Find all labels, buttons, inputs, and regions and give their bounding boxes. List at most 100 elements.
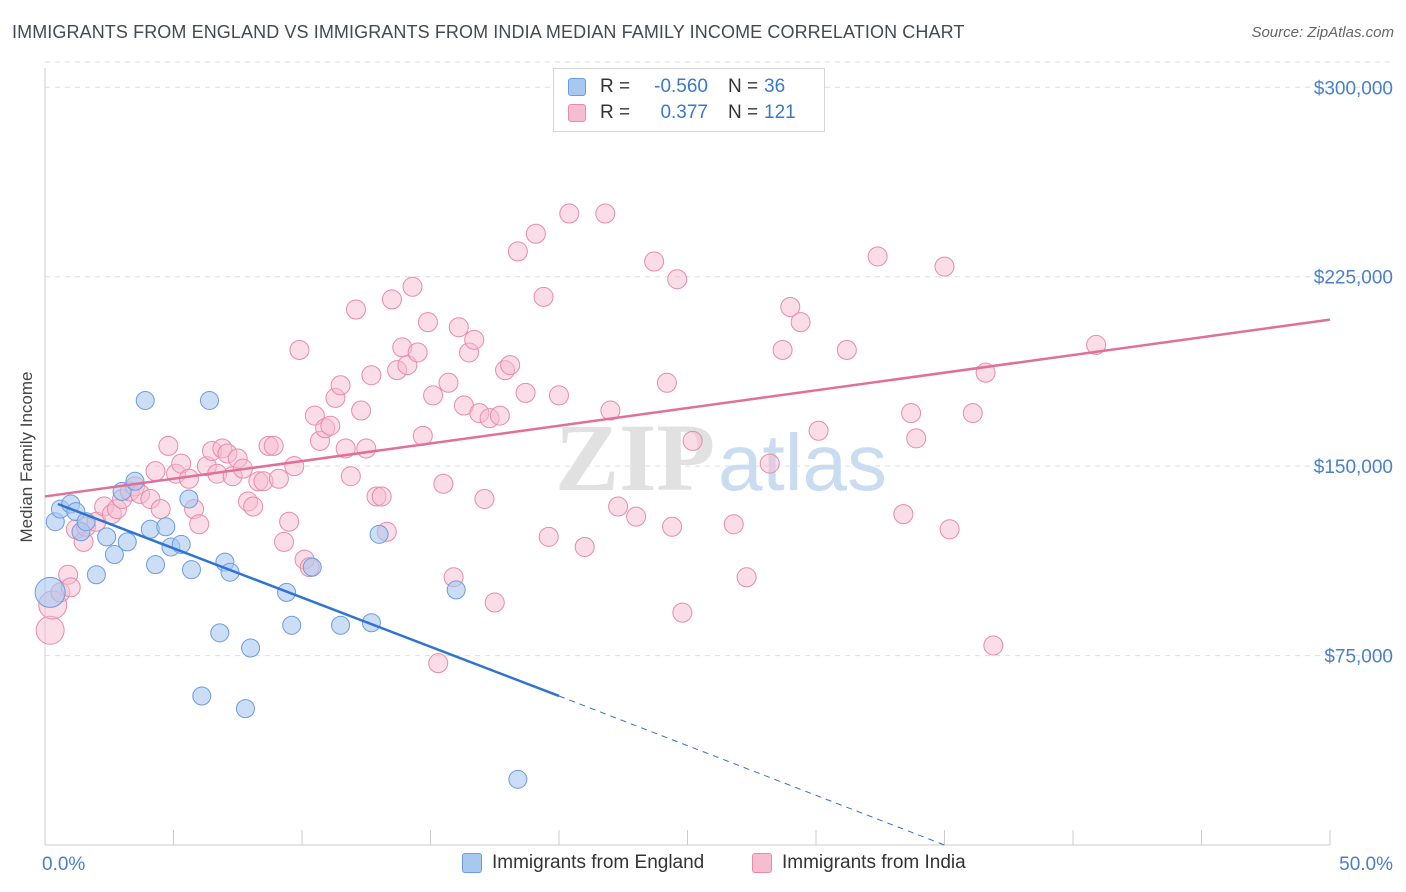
england-point-9 <box>104 545 124 565</box>
england-point-11 <box>117 532 137 552</box>
india-point-111 <box>867 246 888 267</box>
england-point-15 <box>146 555 166 575</box>
legend-row-england: R = -0.560 N = 36 <box>568 75 804 99</box>
england-point-22 <box>199 390 219 410</box>
watermark-zip: ZIP <box>555 404 715 511</box>
england-legend-label: Immigrants from England <box>492 852 705 873</box>
england-point-20 <box>181 560 201 580</box>
england-r-label: R = <box>600 76 631 97</box>
india-point-0 <box>35 615 65 645</box>
india-point-106 <box>772 339 793 360</box>
watermark-atlas: atlas <box>718 418 887 507</box>
series-legend: Immigrants from England Immigrants from … <box>0 852 1406 878</box>
india-point-108 <box>790 312 811 333</box>
india-point-85 <box>507 241 528 262</box>
india-point-116 <box>939 519 960 540</box>
england-point-12 <box>125 471 145 491</box>
india-legend-label: Immigrants from India <box>782 852 966 873</box>
india-point-91 <box>559 203 580 224</box>
england-regression-line <box>57 502 560 698</box>
india-point-69 <box>423 385 444 406</box>
india-points <box>35 203 1107 674</box>
india-point-17 <box>145 461 166 482</box>
england-point-32 <box>361 613 381 633</box>
england-point-27 <box>241 638 261 658</box>
source-label: Source: ZipAtlas.com <box>1251 24 1394 41</box>
india-point-42 <box>284 456 305 477</box>
y-tick-label-0: $75,000 <box>1324 647 1393 668</box>
india-point-56 <box>356 438 377 459</box>
india-point-40 <box>274 531 295 552</box>
england-point-23 <box>210 623 230 643</box>
england-point-26 <box>235 699 255 719</box>
india-point-41 <box>279 511 300 532</box>
y-tick-label-1: $150,000 <box>1314 457 1393 478</box>
tick-labels: $75,000 $150,000 $225,000 $300,000 0.0% 50.0% <box>42 78 1393 875</box>
india-point-112 <box>893 504 914 525</box>
england-point-7 <box>86 565 106 585</box>
india-point-90 <box>549 385 569 406</box>
india-point-74 <box>448 317 469 338</box>
india-point-71 <box>433 473 454 494</box>
india-point-70 <box>428 653 449 674</box>
india-r-label: R = <box>600 102 631 123</box>
india-point-89 <box>538 526 559 547</box>
england-point-21 <box>192 686 212 706</box>
india-n-label: N = <box>728 102 759 123</box>
legend-row-india: R = 0.377 N = 121 <box>568 101 804 125</box>
india-swatch <box>568 104 586 122</box>
england-legend-swatch <box>462 853 482 873</box>
stats-legend: R = -0.560 N = 36 R = 0.377 N = 121 <box>553 68 825 132</box>
india-point-104 <box>736 567 757 588</box>
india-point-43 <box>289 339 310 360</box>
india-point-110 <box>836 339 857 360</box>
india-point-77 <box>464 329 485 350</box>
india-point-84 <box>500 355 521 376</box>
india-point-79 <box>474 488 495 509</box>
india-point-59 <box>371 486 392 507</box>
england-point-8 <box>97 527 117 547</box>
india-point-100 <box>667 269 688 290</box>
england-point-29 <box>282 615 302 635</box>
x-tick-label-0: 0.0% <box>42 854 85 875</box>
india-point-99 <box>662 516 683 537</box>
india-point-107 <box>780 297 801 318</box>
india-point-49 <box>320 415 341 436</box>
y-tick-label-3: $300,000 <box>1314 78 1393 99</box>
x-tick-label-1: 50.0% <box>1339 854 1393 875</box>
india-point-82 <box>489 405 510 426</box>
india-point-72 <box>438 372 459 393</box>
england-point-19 <box>179 489 199 509</box>
india-point-102 <box>682 430 703 451</box>
legend-item-india[interactable]: Immigrants from India <box>752 852 966 874</box>
india-point-96 <box>626 506 647 527</box>
england-points <box>34 390 528 789</box>
india-point-105 <box>759 453 780 474</box>
england-regression-extension <box>558 695 945 846</box>
regression-lines <box>44 318 1331 846</box>
legend-item-england[interactable]: Immigrants from England <box>462 852 704 874</box>
india-point-115 <box>934 256 955 277</box>
india-point-113 <box>901 403 922 424</box>
england-n-value: 36 <box>764 76 786 97</box>
india-point-53 <box>340 466 361 487</box>
chart-title: IMMIGRANTS FROM ENGLAND VS IMMIGRANTS FR… <box>12 22 965 42</box>
india-point-65 <box>402 276 423 297</box>
india-point-19 <box>158 435 179 456</box>
england-point-16 <box>156 517 176 537</box>
england-n-label: N = <box>728 76 759 97</box>
india-r-value: 0.377 <box>660 102 708 123</box>
england-point-13 <box>135 390 155 410</box>
india-point-68 <box>417 312 438 333</box>
india-point-66 <box>407 342 428 363</box>
y-tick-label-2: $225,000 <box>1314 268 1393 289</box>
india-regression-line <box>44 318 1331 498</box>
india-point-97 <box>644 251 665 272</box>
india-point-120 <box>1086 334 1107 355</box>
india-point-88 <box>533 286 554 307</box>
england-point-33 <box>369 524 389 544</box>
india-point-81 <box>484 592 505 613</box>
england-swatch <box>568 78 586 96</box>
india-point-57 <box>361 365 382 386</box>
